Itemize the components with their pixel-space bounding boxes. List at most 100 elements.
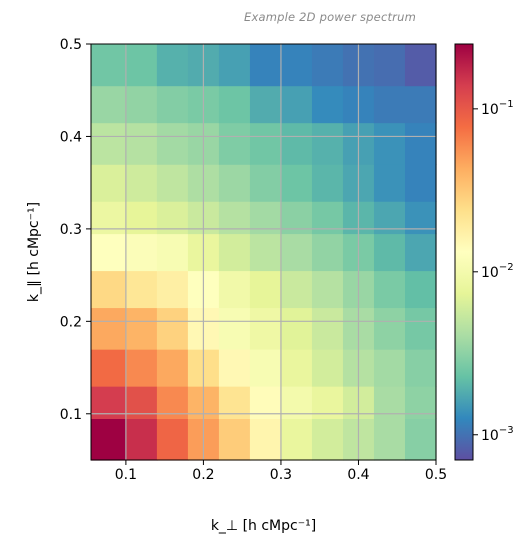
heatmap-cell xyxy=(218,44,251,87)
heatmap-cell xyxy=(156,85,189,124)
heatmap-cell xyxy=(404,44,437,87)
heatmap-cell xyxy=(373,122,406,165)
plot-frame xyxy=(90,43,437,461)
heatmap-cell xyxy=(125,85,158,124)
heatmap-cell xyxy=(404,418,437,461)
heatmap-cell xyxy=(280,85,313,124)
heatmap-cell xyxy=(125,233,158,272)
heatmap-cell xyxy=(249,44,282,87)
heatmap-cell xyxy=(373,418,406,461)
x-tick-label: 0.5 xyxy=(425,467,447,483)
heatmap-cell xyxy=(125,307,158,350)
heatmap-cell xyxy=(280,122,313,165)
heatmap-cell xyxy=(373,44,406,87)
heatmap-cell xyxy=(280,44,313,87)
chart-caption: Example 2D power spectrum xyxy=(244,10,416,24)
heatmap-cell xyxy=(404,164,437,202)
heatmap-cell xyxy=(125,270,158,309)
heatmap-cell xyxy=(218,85,251,124)
heatmap-cell xyxy=(125,164,158,202)
heatmap-cell xyxy=(249,85,282,124)
heatmap-cell xyxy=(373,233,406,272)
y-tick-label: 0.5 xyxy=(60,37,82,53)
heatmap-cell xyxy=(91,418,127,461)
heatmap-cell xyxy=(249,122,282,165)
colorbar-tick-label: 10−3 xyxy=(481,425,514,444)
heatmap-cell xyxy=(91,270,127,309)
heatmap-cell xyxy=(280,233,313,272)
heatmap-cell xyxy=(218,418,251,461)
heatmap-cell xyxy=(218,307,251,350)
x-axis-label: k_⊥ [h cMpc⁻¹] xyxy=(211,518,316,534)
colorbar-tick-label: 10−2 xyxy=(481,262,514,281)
heatmap-cell xyxy=(218,233,251,272)
heatmap-cell xyxy=(91,164,127,202)
heatmap-cell xyxy=(311,349,344,387)
heatmap-cell xyxy=(280,307,313,350)
heatmap-cell xyxy=(156,349,189,387)
heatmap-cell xyxy=(91,44,127,87)
heatmap-cell xyxy=(249,270,282,309)
heatmap-cell xyxy=(404,349,437,387)
x-axis-ticks: 0.1 0.2 0.3 0.4 0.5 xyxy=(115,460,447,483)
y-tick-label: 0.2 xyxy=(60,314,82,330)
heatmap-cell xyxy=(373,349,406,387)
heatmap-cell xyxy=(311,307,344,350)
heatmap-cells xyxy=(91,44,437,461)
heatmap-cell xyxy=(404,270,437,309)
grid-lines xyxy=(91,44,436,460)
heatmap-cell xyxy=(311,418,344,461)
y-tick-label: 0.4 xyxy=(60,129,82,145)
colorbar-tick-label: 10−1 xyxy=(481,99,514,118)
heatmap-cell xyxy=(156,418,189,461)
heatmap-cell xyxy=(249,418,282,461)
heatmap-cell xyxy=(156,270,189,309)
y-tick-label: 0.1 xyxy=(60,407,82,423)
heatmap-cell xyxy=(373,270,406,309)
heatmap-cell xyxy=(156,122,189,165)
heatmap-cell xyxy=(311,85,344,124)
heatmap-cell xyxy=(311,233,344,272)
y-axis-ticks: 0.1 0.2 0.3 0.4 0.5 xyxy=(60,37,91,423)
heatmap-cell xyxy=(280,164,313,202)
heatmap-cell xyxy=(373,85,406,124)
x-tick-label: 0.1 xyxy=(115,467,137,483)
heatmap-cell xyxy=(156,307,189,350)
heatmap-cell xyxy=(404,307,437,350)
heatmap-cell xyxy=(311,164,344,202)
heatmap-cell xyxy=(280,349,313,387)
heatmap-cell xyxy=(125,418,158,461)
heatmap-cell xyxy=(125,122,158,165)
heatmap-cell xyxy=(404,85,437,124)
heatmap-cell xyxy=(156,233,189,272)
heatmap-cell xyxy=(280,418,313,461)
y-tick-label: 0.3 xyxy=(60,222,82,238)
heatmap-cell xyxy=(91,85,127,124)
heatmap-cell xyxy=(249,349,282,387)
heatmap-cell xyxy=(373,307,406,350)
heatmap-cell xyxy=(91,349,127,387)
heatmap-cell xyxy=(156,44,189,87)
heatmap-cell xyxy=(91,307,127,350)
heatmap-cell xyxy=(218,122,251,165)
heatmap-cell xyxy=(311,44,344,87)
heatmap-cell xyxy=(91,233,127,272)
heatmap-cell xyxy=(125,349,158,387)
x-tick-label: 0.3 xyxy=(270,467,292,483)
heatmap-cell xyxy=(249,233,282,272)
x-tick-label: 0.2 xyxy=(192,467,214,483)
heatmap-cell xyxy=(373,164,406,202)
heatmap-cell xyxy=(249,164,282,202)
heatmap-cell xyxy=(311,270,344,309)
heatmap-cell xyxy=(280,270,313,309)
heatmap-cell xyxy=(404,233,437,272)
heatmap-cell xyxy=(404,122,437,165)
heatmap-cell xyxy=(218,349,251,387)
heatmap-cell xyxy=(125,44,158,87)
heatmap-cell xyxy=(311,122,344,165)
x-tick-label: 0.4 xyxy=(347,467,369,483)
heatmap-cell xyxy=(156,164,189,202)
colorbar xyxy=(454,43,474,461)
colorbar-ticks: 10−3 10−2 10−1 xyxy=(473,99,514,444)
